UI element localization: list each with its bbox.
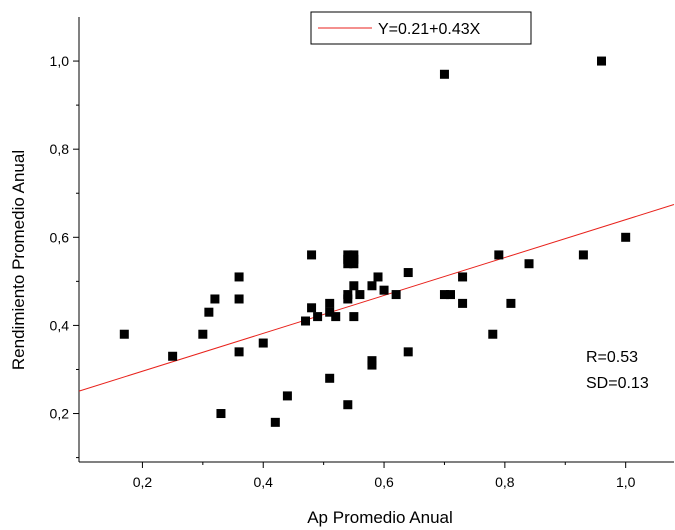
data-point [234, 347, 244, 357]
y-ticks: 0,2 0,4 0,6 0,8 1,0 [50, 53, 79, 459]
y-axis-label: Rendimiento Promedio Anual [9, 150, 28, 370]
data-point [445, 290, 455, 300]
x-ticks: 0,2 0,4 0,6 0,8 1,0 [133, 462, 636, 490]
data-point [301, 316, 311, 326]
data-point [355, 290, 365, 300]
data-point [621, 232, 631, 242]
data-point [349, 259, 359, 269]
data-point [379, 285, 389, 295]
data-point [403, 268, 413, 278]
y-tick-label: 0,6 [50, 229, 70, 245]
data-point [343, 259, 353, 269]
data-point [313, 312, 323, 322]
data-point [282, 391, 292, 401]
y-tick-label: 0,2 [50, 406, 70, 422]
data-point [204, 307, 214, 317]
data-point [403, 347, 413, 357]
sd-value-annotation: SD=0.13 [586, 375, 649, 392]
r-value-annotation: R=0.53 [586, 349, 638, 366]
data-point [331, 312, 341, 322]
y-tick-label: 1,0 [50, 53, 70, 69]
y-tick-label: 0,8 [50, 141, 70, 157]
data-point [367, 281, 377, 291]
data-point [488, 329, 498, 339]
data-point [494, 250, 504, 260]
x-tick-label: 1,0 [616, 474, 636, 490]
data-point [307, 250, 317, 260]
data-point [458, 298, 468, 308]
data-point [506, 298, 516, 308]
data-points [119, 56, 631, 427]
y-tick-label: 0,4 [50, 317, 70, 333]
data-point [391, 290, 401, 300]
data-point [307, 303, 317, 313]
data-point [343, 294, 353, 304]
data-point [270, 417, 280, 427]
x-axis-label: Ap Promedio Anual [307, 508, 453, 527]
data-point [168, 351, 178, 361]
data-point [597, 56, 607, 66]
data-point [325, 373, 335, 383]
data-point [373, 272, 383, 282]
legend: Y=0.21+0.43X [310, 11, 532, 45]
data-point [349, 281, 359, 291]
x-tick-label: 0,6 [374, 474, 394, 490]
data-point [439, 69, 449, 79]
data-point [119, 329, 129, 339]
x-tick-label: 0,2 [133, 474, 153, 490]
data-point [458, 272, 468, 282]
x-tick-label: 0,8 [495, 474, 515, 490]
data-point [439, 290, 449, 300]
legend-label: Y=0.21+0.43X [378, 21, 481, 38]
data-point [343, 400, 353, 410]
data-point [578, 250, 588, 260]
data-point [258, 338, 268, 348]
data-point [216, 409, 226, 419]
data-point [367, 360, 377, 370]
axes [78, 17, 674, 463]
x-tick-label: 0,4 [254, 474, 274, 490]
data-point [198, 329, 208, 339]
data-point [325, 298, 335, 308]
data-point [325, 307, 335, 317]
data-point [524, 259, 534, 269]
data-point [349, 312, 359, 322]
data-point [210, 294, 220, 304]
regression-line [78, 204, 675, 392]
data-point [234, 272, 244, 282]
data-point [234, 294, 244, 304]
